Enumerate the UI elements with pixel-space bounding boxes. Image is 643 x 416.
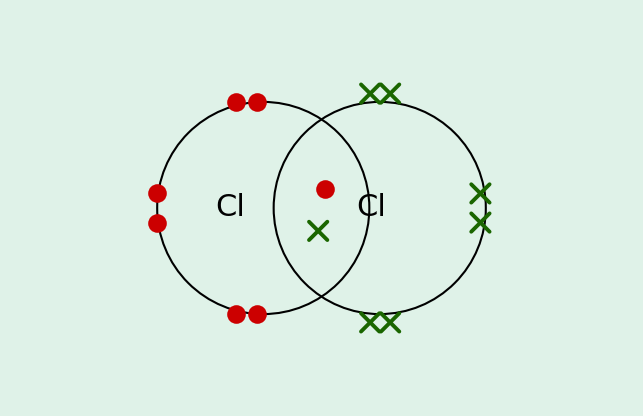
- Point: [231, 311, 241, 317]
- Point: [320, 186, 330, 193]
- Point: [252, 99, 262, 105]
- Point: [152, 190, 162, 197]
- Text: Cl: Cl: [356, 193, 386, 223]
- Text: Cl: Cl: [215, 193, 245, 223]
- Point: [231, 99, 241, 105]
- Point: [152, 219, 162, 226]
- Point: [252, 311, 262, 317]
